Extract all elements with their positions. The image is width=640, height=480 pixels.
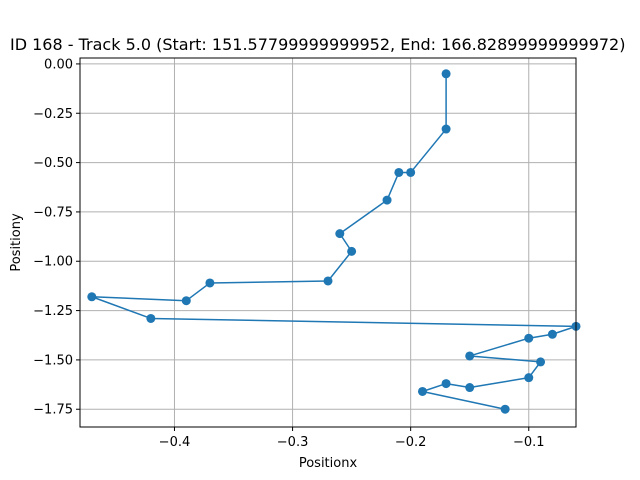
y-tick-label: −1.50 bbox=[33, 353, 73, 368]
data-point bbox=[181, 296, 191, 306]
data-point bbox=[465, 351, 475, 361]
data-point bbox=[335, 229, 345, 239]
series-line bbox=[91, 73, 577, 410]
data-point bbox=[441, 69, 451, 79]
data-point bbox=[441, 379, 451, 389]
data-point bbox=[536, 357, 546, 367]
plot-frame bbox=[79, 57, 577, 428]
data-point bbox=[524, 333, 534, 343]
data-point bbox=[524, 373, 534, 383]
data-point bbox=[87, 292, 97, 302]
data-point bbox=[323, 276, 333, 286]
y-tick-label: −1.75 bbox=[33, 403, 73, 418]
data-point bbox=[547, 329, 557, 339]
y-tick-label: −0.50 bbox=[33, 156, 73, 171]
chart-title: ID 168 - Track 5.0 (Start: 151.577999999… bbox=[10, 35, 625, 54]
data-point bbox=[417, 386, 427, 396]
y-tick-label: 0.00 bbox=[44, 57, 73, 72]
y-tick-label: −1.00 bbox=[33, 255, 73, 270]
y-tick-label: −1.25 bbox=[33, 304, 73, 319]
y-axis-label: Positiony bbox=[9, 213, 24, 272]
data-point bbox=[205, 278, 215, 288]
y-tick-label: −0.75 bbox=[33, 205, 73, 220]
data-point bbox=[146, 313, 156, 323]
data-point bbox=[441, 124, 451, 134]
x-tick-label: −0.2 bbox=[395, 435, 427, 450]
data-point bbox=[347, 246, 357, 256]
data-point bbox=[382, 195, 392, 205]
x-tick-label: −0.4 bbox=[159, 435, 191, 450]
x-tick-label: −0.1 bbox=[513, 435, 545, 450]
y-tick-label: −0.25 bbox=[33, 107, 73, 122]
data-point bbox=[406, 167, 416, 177]
data-point bbox=[394, 167, 404, 177]
x-axis-label: Positionx bbox=[299, 456, 358, 471]
x-tick-label: −0.3 bbox=[277, 435, 309, 450]
data-point bbox=[500, 404, 510, 414]
data-point bbox=[465, 383, 475, 393]
